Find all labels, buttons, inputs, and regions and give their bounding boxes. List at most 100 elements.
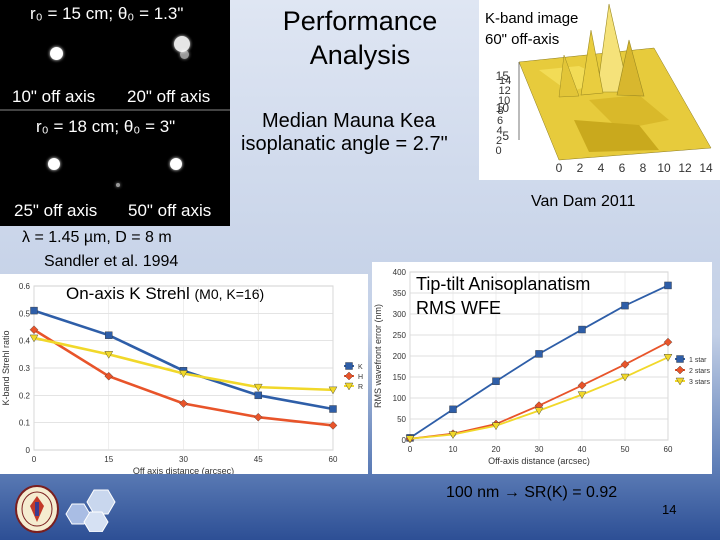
data-point <box>328 386 338 395</box>
strehl-label-main: On-axis K Strehl <box>66 284 190 303</box>
kband-y-tick: 2 <box>496 135 502 147</box>
data-point <box>253 383 263 392</box>
data-point <box>675 365 685 375</box>
x-axis-title: Off axis distance (arcsec) <box>133 466 234 474</box>
y-tick-label: 250 <box>393 331 407 340</box>
data-point <box>104 351 114 359</box>
legend-label: 2 stars <box>689 368 711 375</box>
x-tick-label: 15 <box>104 455 113 464</box>
x-tick-label: 0 <box>408 445 413 454</box>
kband-z-tick: 5 <box>502 129 509 143</box>
data-point <box>105 331 113 339</box>
data-point <box>449 405 457 414</box>
kband-z-tick: 15 <box>496 69 510 83</box>
legend-label: R <box>358 384 363 391</box>
kband-x-tick: 12 <box>678 161 692 175</box>
citation-sandler: Sandler et al. 1994 <box>44 253 179 270</box>
y-tick-label: 0.6 <box>19 282 31 291</box>
y-tick-label: 100 <box>393 394 407 403</box>
kband-y-tick: 8 <box>498 105 504 117</box>
x-tick-label: 60 <box>664 445 673 454</box>
kband-y-tick: 6 <box>497 115 503 127</box>
kband-x-tick: 10 <box>657 161 671 175</box>
kband-x-tick: 2 <box>577 161 584 175</box>
data-point <box>179 399 188 408</box>
kband-y-tick: 10 <box>498 95 510 107</box>
kband-x-tick: 0 <box>556 161 563 175</box>
tiptilt-chart: 0 50 100 150 200 250 300 350 400 0 10 20 30 40 50 60 Off… <box>372 262 712 474</box>
kband-x-tick: 4 <box>598 161 605 175</box>
speckle-caption: 25" off axis <box>14 201 98 220</box>
snowflake-logo <box>60 488 122 533</box>
data-point <box>29 334 39 343</box>
y-tick-label: 0.1 <box>19 419 31 428</box>
data-point <box>577 391 587 400</box>
kband-peak <box>580 29 604 96</box>
speckle-top-label: r₀ = 15 cm; θ₀ = 1.3" <box>30 4 184 23</box>
kband-y-tick: 12 <box>499 85 511 97</box>
y-axis-title: RMS wavefront error (nm) <box>373 304 383 408</box>
y-tick-label: 300 <box>393 310 407 319</box>
citation-van-dam: Van Dam 2011 <box>531 193 636 210</box>
y-tick-label: 200 <box>393 352 407 361</box>
x-tick-label: 60 <box>329 455 338 464</box>
data-point <box>578 325 586 334</box>
y-axis-title: K-band Strehl ratio <box>1 330 11 405</box>
data-point <box>345 362 353 370</box>
data-point <box>254 391 262 400</box>
y-tick-label: 0.4 <box>19 337 31 346</box>
page-number: 14 <box>662 502 677 517</box>
data-point <box>29 325 39 335</box>
speckle-star <box>48 158 60 170</box>
x-axis-title: Off-axis distance (arcsec) <box>488 456 590 466</box>
y-tick-label: 150 <box>393 373 407 382</box>
kband-label: K-band image <box>485 10 578 27</box>
kband-z-tick: 10 <box>496 101 510 115</box>
kband-label: 60" off-axis <box>485 31 559 48</box>
median-line2: isoplanatic angle = 2.7" <box>241 133 448 155</box>
strehl-chart-svg: 0 0.1 0.2 0.3 0.4 0.5 0.6 0 15 30 45 60 Off axis dis… <box>1 282 363 474</box>
kband-y-tick: 0 <box>496 145 502 157</box>
legend-label: K <box>358 364 363 371</box>
data-point <box>30 306 38 315</box>
x-tick-label: 20 <box>492 445 501 454</box>
x-tick-label: 10 <box>449 445 458 454</box>
data-point <box>534 407 544 416</box>
strehl-label-sub: (M0, K=16) <box>194 286 265 302</box>
x-tick-label: 30 <box>535 445 544 454</box>
speckle-star <box>50 47 63 60</box>
data-point <box>448 431 458 439</box>
y-tick-label: 350 <box>393 289 407 298</box>
seal-icon <box>15 485 59 533</box>
tiptilt-chart-svg: 0 50 100 150 200 250 300 350 400 0 10 20 30 40 50 60 Off… <box>373 268 711 466</box>
speckle-bottom-label: r₀ = 18 cm; θ₀ = 3" <box>36 117 176 136</box>
speckle-caption: 50" off axis <box>128 201 212 220</box>
data-point <box>491 422 501 431</box>
kband-peak <box>616 39 645 97</box>
data-point <box>676 355 684 363</box>
data-point <box>577 381 587 390</box>
university-seal-logo <box>14 484 60 534</box>
data-point <box>663 337 673 347</box>
x-tick-label: 30 <box>179 455 188 464</box>
speckle-star <box>174 36 190 52</box>
x-tick-label: 40 <box>578 445 587 454</box>
data-point <box>620 360 630 369</box>
speckle-star <box>170 158 182 170</box>
kband-surface-facet <box>574 120 659 152</box>
data-point <box>344 382 354 391</box>
x-tick-label: 45 <box>254 455 263 464</box>
kband-surface-svg: K-band image 60" off-axis 15105141210864… <box>485 3 713 175</box>
kband-x-tick: 14 <box>699 161 713 175</box>
kband-peak <box>596 3 630 93</box>
tiptilt-line2: RMS WFE <box>416 298 501 318</box>
data-point <box>344 371 354 381</box>
strehl-chart-label: On-axis K Strehl (M0, K=16) <box>66 284 264 304</box>
kband-x-tick: 8 <box>640 161 647 175</box>
y-tick-label: 50 <box>397 415 406 424</box>
legend-label: 1 star <box>689 357 707 364</box>
data-point <box>535 350 543 358</box>
kband-y-tick: 4 <box>497 125 503 137</box>
median-line1: Median Mauna Kea <box>262 110 436 132</box>
kband-y-tick: 14 <box>499 75 511 87</box>
